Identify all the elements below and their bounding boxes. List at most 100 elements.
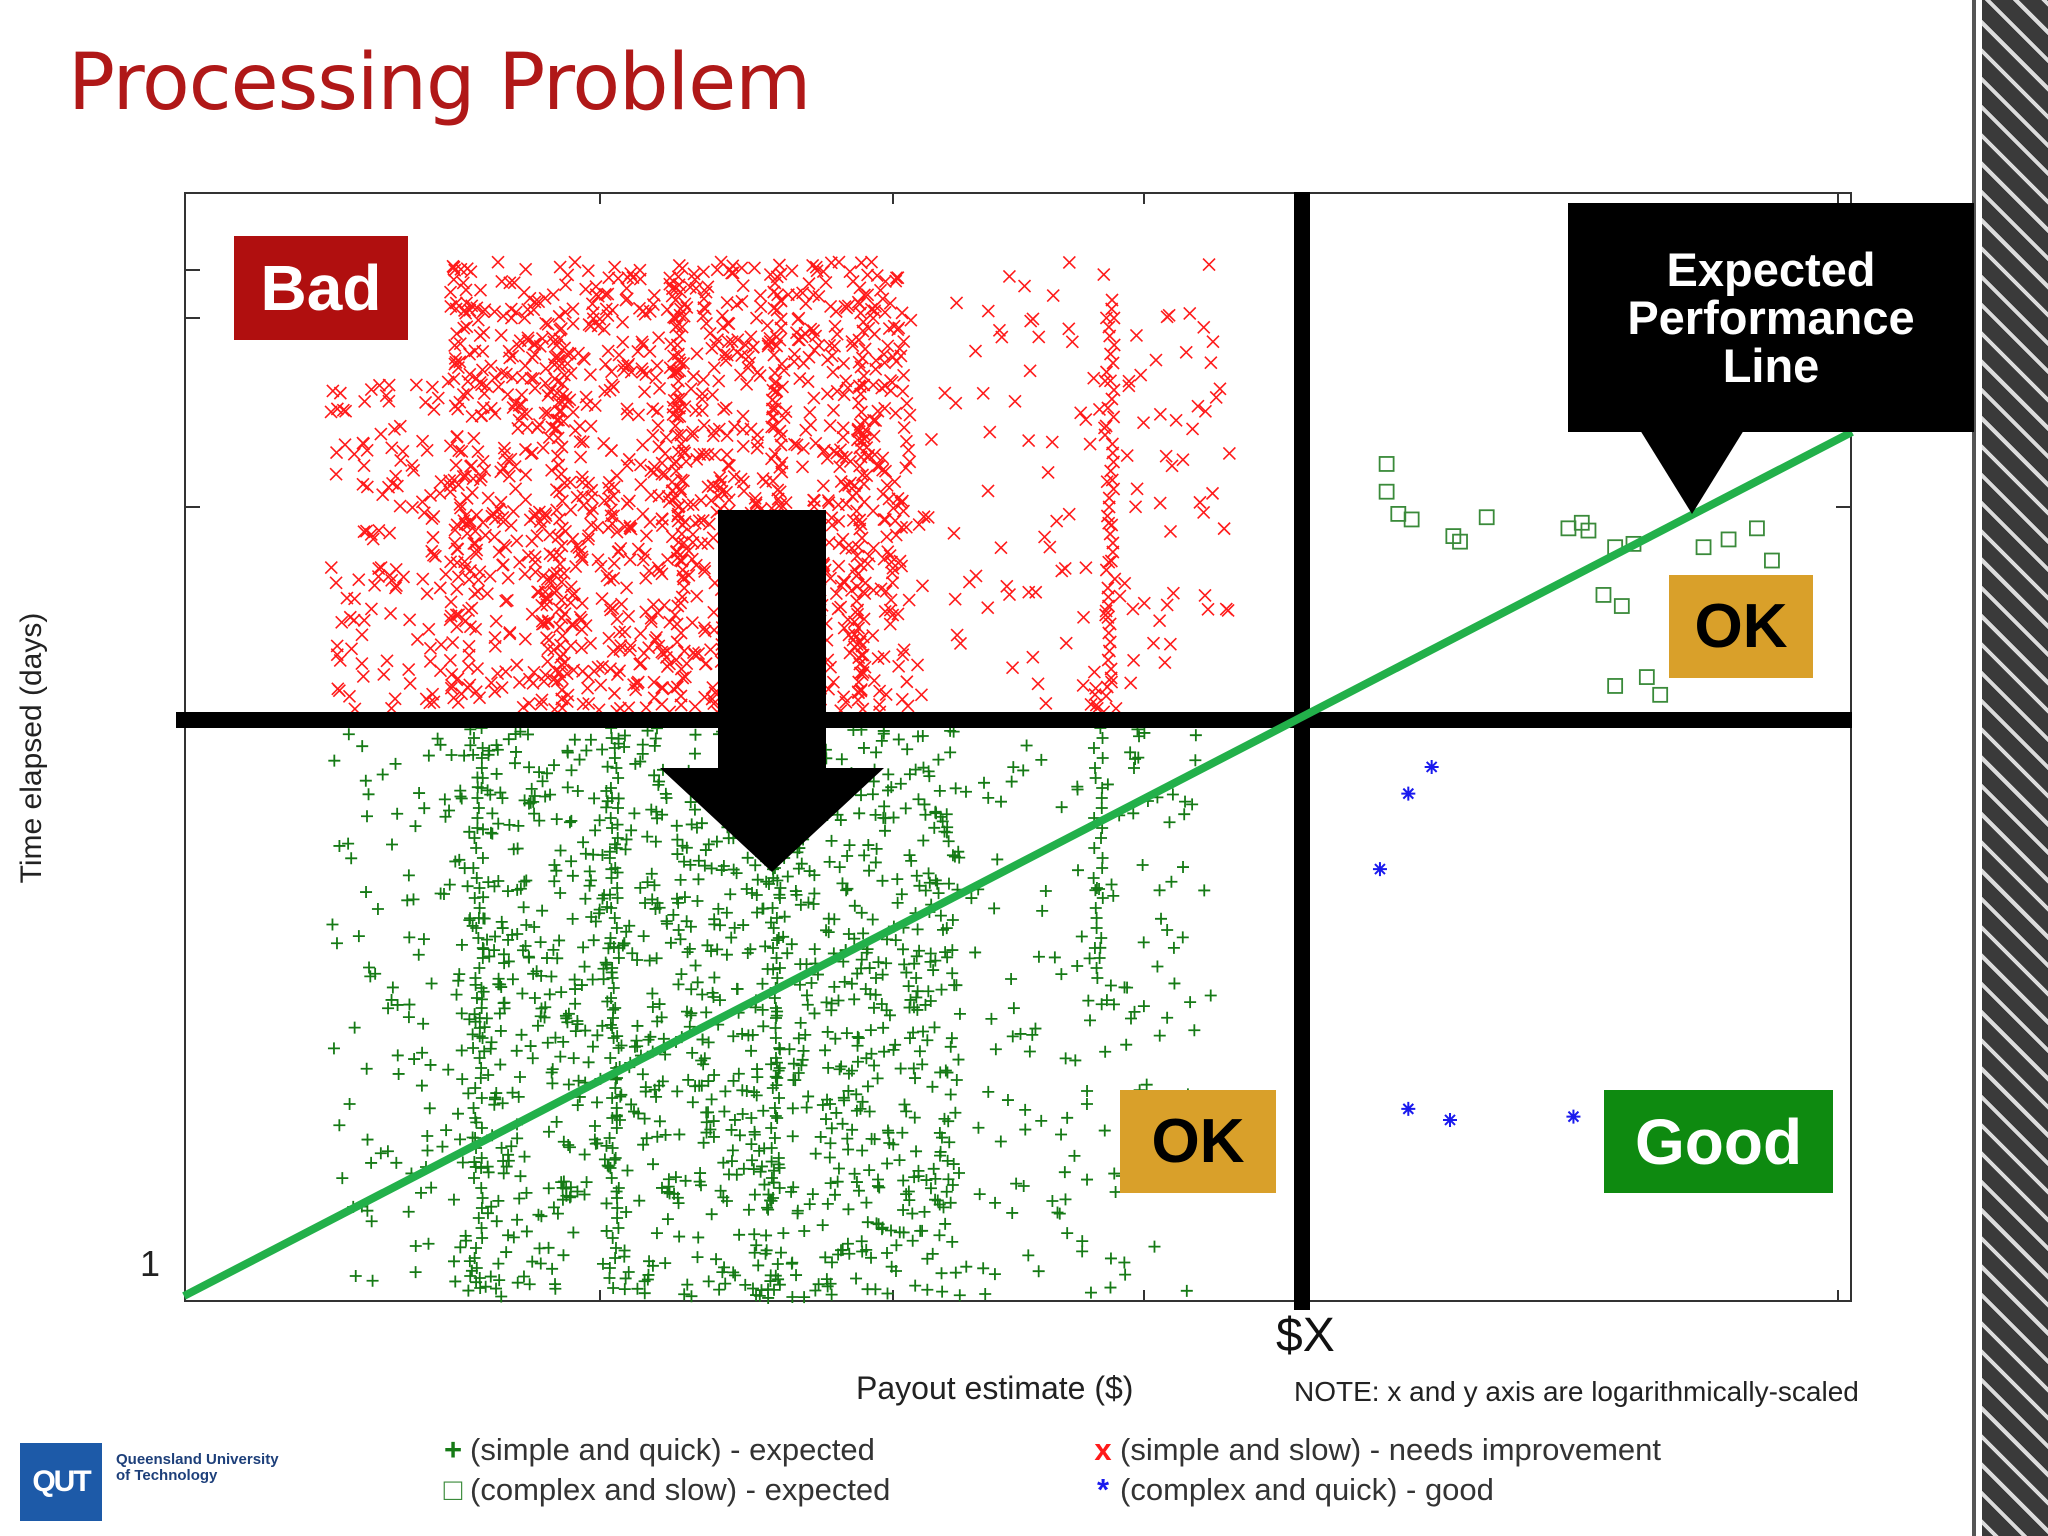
plus-marker bbox=[1055, 801, 1068, 814]
plus-marker bbox=[680, 915, 693, 928]
cross-marker bbox=[566, 317, 580, 331]
cross-marker bbox=[459, 614, 473, 628]
cross-marker bbox=[372, 523, 386, 538]
plus-marker bbox=[733, 1129, 746, 1142]
cross-marker bbox=[637, 646, 651, 660]
cross-marker bbox=[488, 631, 502, 645]
cross-marker bbox=[594, 678, 608, 692]
cross-marker bbox=[471, 445, 485, 459]
plus-marker bbox=[932, 887, 945, 900]
cross-marker bbox=[667, 393, 681, 407]
plus-marker bbox=[571, 1014, 584, 1027]
cross-marker bbox=[1092, 402, 1107, 416]
plus-marker bbox=[748, 1246, 761, 1259]
plus-marker bbox=[615, 1088, 628, 1101]
cross-marker bbox=[785, 264, 799, 278]
plus-marker bbox=[700, 1006, 713, 1019]
cross-marker bbox=[790, 438, 804, 452]
plus-marker bbox=[1082, 994, 1095, 1007]
plus-marker bbox=[786, 1290, 799, 1303]
cross-marker bbox=[519, 262, 533, 276]
cross-marker bbox=[671, 509, 685, 523]
cross-marker bbox=[799, 297, 813, 311]
plus-marker bbox=[1124, 746, 1137, 759]
plus-marker bbox=[455, 1007, 468, 1020]
cross-marker bbox=[981, 601, 995, 615]
cross-marker bbox=[1106, 356, 1120, 370]
cross-marker bbox=[463, 367, 477, 381]
cross-marker bbox=[802, 277, 816, 291]
plus-marker bbox=[702, 1106, 715, 1119]
plus-marker bbox=[543, 988, 556, 1001]
plus-marker bbox=[520, 1186, 533, 1199]
cross-marker bbox=[522, 696, 536, 710]
plus-marker bbox=[1020, 739, 1033, 752]
cross-marker bbox=[674, 698, 688, 712]
cross-marker bbox=[839, 695, 853, 709]
plus-marker bbox=[672, 978, 685, 991]
plus-marker bbox=[1032, 1265, 1045, 1278]
cross-marker bbox=[739, 338, 753, 352]
cross-marker bbox=[1099, 608, 1113, 622]
star-marker bbox=[1401, 1101, 1416, 1116]
plus-marker bbox=[762, 1203, 775, 1216]
plus-marker bbox=[863, 1105, 876, 1118]
plus-marker bbox=[609, 1152, 622, 1164]
slide-title: Processing Problem bbox=[68, 38, 811, 128]
cross-marker bbox=[445, 667, 459, 682]
cross-marker bbox=[861, 288, 875, 302]
plus-marker bbox=[696, 1033, 709, 1046]
plus-marker bbox=[664, 936, 677, 949]
cross-marker bbox=[588, 399, 602, 413]
cross-marker bbox=[1062, 255, 1076, 269]
plus-marker bbox=[597, 973, 610, 986]
plus-marker bbox=[877, 811, 890, 824]
plus-marker bbox=[485, 1200, 498, 1213]
cross-marker bbox=[1153, 496, 1167, 510]
cross-marker bbox=[622, 701, 636, 715]
cross-marker bbox=[889, 274, 903, 288]
cross-marker bbox=[719, 485, 734, 499]
cross-marker bbox=[335, 615, 349, 629]
plus-marker bbox=[604, 1052, 617, 1064]
cross-marker bbox=[456, 387, 470, 402]
plus-marker bbox=[1087, 742, 1100, 754]
plus-marker bbox=[514, 1170, 527, 1183]
cross-marker bbox=[581, 264, 595, 278]
plus-marker bbox=[720, 948, 733, 961]
plus-marker bbox=[545, 970, 558, 983]
plus-marker bbox=[561, 746, 574, 759]
cross-marker bbox=[1217, 522, 1231, 536]
plus-marker bbox=[675, 968, 688, 981]
square-marker bbox=[1390, 505, 1407, 522]
cross-marker bbox=[895, 306, 909, 320]
cross-marker bbox=[689, 281, 703, 295]
cross-marker bbox=[528, 381, 542, 395]
plus-marker bbox=[742, 1203, 755, 1216]
cross-marker bbox=[611, 271, 625, 285]
plus-marker bbox=[330, 937, 343, 950]
plus-marker bbox=[423, 1102, 436, 1115]
cross-marker bbox=[422, 622, 436, 636]
cross-marker bbox=[833, 460, 847, 474]
cross-marker bbox=[591, 553, 605, 567]
cross-marker bbox=[426, 548, 441, 562]
cross-marker bbox=[854, 256, 868, 270]
plus-marker bbox=[623, 919, 636, 932]
plus-marker bbox=[1029, 1022, 1042, 1035]
plus-marker bbox=[483, 744, 496, 757]
plus-marker bbox=[662, 1173, 675, 1186]
plus-marker bbox=[554, 1050, 567, 1063]
cross-marker bbox=[540, 598, 554, 612]
plus-marker bbox=[719, 1277, 732, 1290]
plus-marker bbox=[1153, 1029, 1166, 1042]
plus-marker bbox=[603, 1132, 616, 1144]
plus-marker bbox=[928, 1021, 941, 1034]
plus-marker bbox=[612, 1222, 625, 1234]
cross-marker bbox=[636, 507, 650, 521]
cross-marker bbox=[1113, 589, 1127, 603]
plus-marker bbox=[605, 902, 618, 914]
cross-marker bbox=[773, 424, 787, 438]
cross-marker bbox=[383, 526, 397, 540]
plus-marker bbox=[912, 793, 925, 806]
